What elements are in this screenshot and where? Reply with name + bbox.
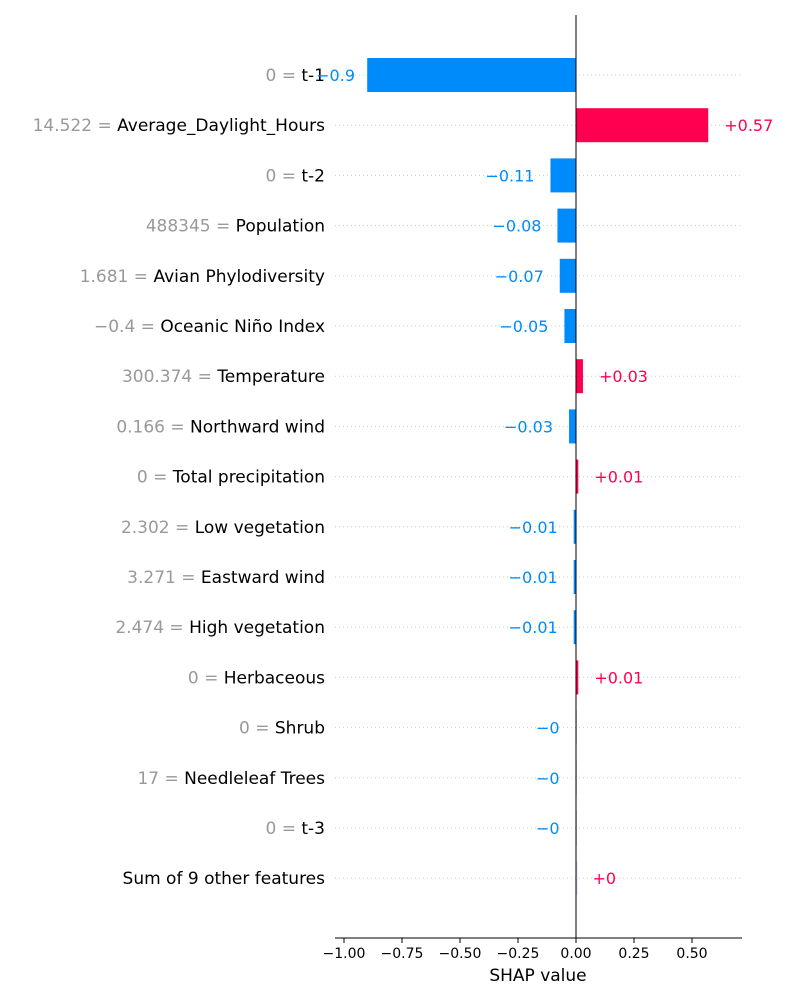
x-tick-label: −0.75 — [381, 946, 424, 962]
feature-label: 3.271 = Eastward wind — [127, 568, 325, 588]
feature-value: 0 = — [137, 468, 173, 488]
feature-value: 0 = — [266, 166, 302, 186]
bar — [564, 309, 576, 343]
bar — [559, 258, 576, 293]
feature-value: 3.271 = — [127, 568, 201, 588]
feature-value: −0.4 = — [94, 317, 160, 337]
data-label: −0.9 — [316, 66, 355, 85]
data-label: −0.07 — [495, 267, 544, 286]
feature-name: Temperature — [216, 367, 325, 387]
feature-label: 0 = t-2 — [266, 166, 326, 186]
data-label: −0.03 — [504, 417, 553, 436]
data-label: −0.08 — [492, 217, 541, 236]
data-label: −0.01 — [509, 568, 558, 587]
feature-label: 0.166 = Northward wind — [116, 417, 325, 437]
feature-name: Low vegetation — [195, 518, 325, 538]
data-label: +0.01 — [594, 668, 643, 687]
bar — [576, 359, 583, 394]
feature-name: Average_Daylight_Hours — [117, 116, 325, 136]
feature-name: Needleleaf Trees — [184, 769, 325, 789]
bar — [367, 58, 576, 92]
data-label: −0.01 — [509, 618, 558, 637]
bar — [569, 409, 576, 444]
feature-name: Eastward wind — [201, 568, 325, 588]
feature-name: High vegetation — [189, 618, 325, 638]
feature-value: 0 = — [188, 668, 224, 688]
x-axis: −1.00 −0.75 −0.50 −0.25 0.00 0.25 0.50 — [323, 937, 742, 962]
feature-value: 0.166 = — [116, 417, 190, 437]
feature-label: −0.4 = Oceanic Niño Index — [94, 317, 325, 337]
feature-label: 17 = Needleleaf Trees — [137, 769, 325, 789]
data-label: −0.11 — [485, 166, 534, 185]
feature-labels: 0 = t-1 14.522 = Average_Daylight_Hours 0 … — [33, 66, 326, 889]
feature-label: 2.474 = High vegetation — [115, 618, 325, 638]
bar — [573, 509, 576, 544]
x-tick-label: 0.00 — [560, 946, 591, 962]
feature-name: Population — [236, 217, 325, 237]
x-tick-label: 0.50 — [676, 946, 707, 962]
bar — [573, 560, 576, 594]
feature-name: Avian Phylodiversity — [153, 267, 325, 287]
feature-value: 0 = — [266, 66, 302, 86]
feature-label: 1.681 = Avian Phylodiversity — [80, 267, 325, 287]
grid-lines — [335, 74, 742, 879]
bar — [576, 108, 709, 143]
feature-label: 0 = t-1 — [266, 66, 326, 86]
data-label: +0.03 — [599, 367, 648, 386]
x-tick-label: −0.25 — [497, 946, 540, 962]
bar — [573, 610, 576, 645]
feature-label: Sum of 9 other features — [123, 869, 326, 889]
feature-value: 300.374 = — [122, 367, 217, 387]
data-label: −0 — [536, 719, 560, 738]
bar — [576, 459, 579, 494]
feature-value: 0 = — [239, 719, 275, 739]
feature-label: 300.374 = Temperature — [122, 367, 325, 387]
x-tick-label: −1.00 — [323, 946, 366, 962]
bar — [550, 158, 576, 193]
value-labels: −0.9 +0.57 −0.11 −0.08 −0.07 −0.05 +0.03 −0.03 +… — [316, 66, 773, 888]
feature-name: Shrub — [275, 719, 325, 739]
feature-name: t-1 — [301, 66, 325, 86]
feature-label: 0 = Total precipitation — [137, 468, 325, 488]
feature-value: 0 = — [266, 819, 302, 839]
feature-name: Total precipitation — [172, 468, 325, 488]
bar — [576, 660, 579, 695]
feature-value: 2.302 = — [121, 518, 195, 538]
data-label: −0 — [536, 769, 560, 788]
feature-value: 488345 = — [146, 217, 236, 237]
feature-value: 14.522 = — [33, 116, 118, 136]
feature-name: t-2 — [301, 166, 325, 186]
data-label: +0 — [592, 869, 616, 888]
feature-label: 0 = Herbaceous — [188, 668, 325, 688]
feature-label: 488345 = Population — [146, 217, 325, 237]
data-label: −0 — [536, 819, 560, 838]
feature-label: 0 = Shrub — [239, 719, 325, 739]
feature-label: 14.522 = Average_Daylight_Hours — [33, 116, 326, 136]
data-label: +0.57 — [724, 116, 773, 135]
feature-label: 0 = t-3 — [266, 819, 326, 839]
feature-name: Sum of 9 other features — [123, 869, 326, 889]
feature-label: 2.302 = Low vegetation — [121, 518, 325, 538]
feature-name: Herbaceous — [224, 668, 325, 688]
feature-name: Oceanic Niño Index — [160, 317, 325, 337]
data-label: −0.01 — [509, 518, 558, 537]
x-axis-title: SHAP value — [489, 966, 586, 986]
data-label: +0.01 — [594, 468, 643, 487]
bars — [367, 58, 709, 896]
x-tick-label: 0.25 — [618, 946, 649, 962]
bar — [576, 861, 578, 896]
bar — [557, 208, 576, 243]
data-label: −0.05 — [499, 317, 548, 336]
feature-value: 2.474 = — [115, 618, 189, 638]
feature-name: t-3 — [301, 819, 325, 839]
x-tick-label: −0.50 — [439, 946, 482, 962]
feature-value: 1.681 = — [80, 267, 154, 287]
feature-name: Northward wind — [190, 417, 325, 437]
feature-value: 17 = — [137, 769, 184, 789]
